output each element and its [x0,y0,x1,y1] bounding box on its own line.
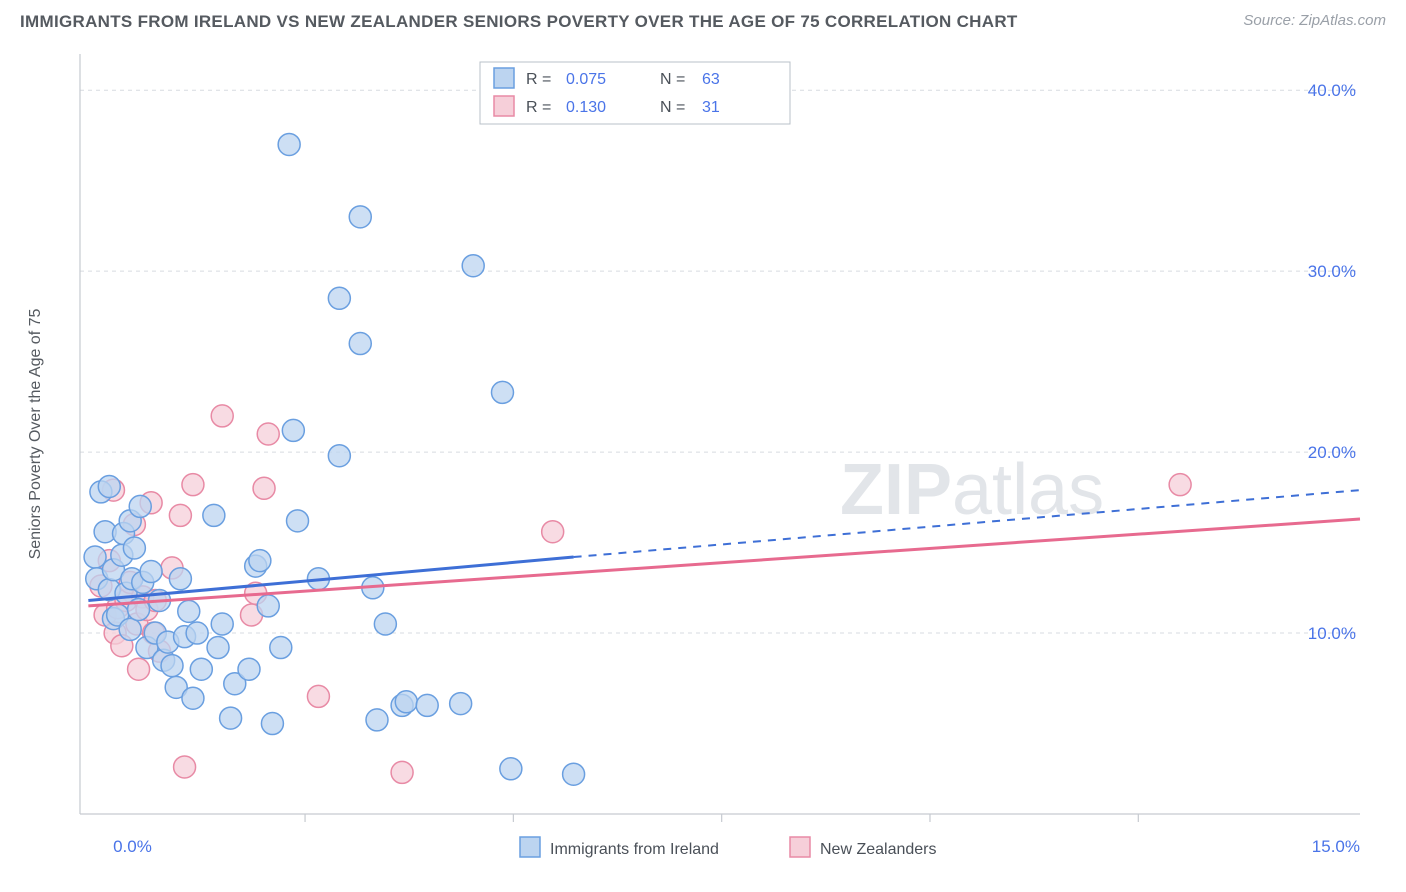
data-point-newzealand [182,474,204,496]
x-tick-label: 0.0% [113,837,152,856]
stat-r-value-newzealand: 0.130 [566,99,606,116]
data-point-newzealand [253,477,275,499]
bottom-legend-label-newzealand: New Zealanders [820,841,937,858]
data-point-newzealand [257,423,279,445]
data-point-newzealand [174,756,196,778]
data-point-ireland [123,537,145,559]
stat-n-value-ireland: 63 [702,71,720,88]
stat-n-value-newzealand: 31 [702,99,720,116]
data-point-ireland [190,658,212,680]
page-title: IMMIGRANTS FROM IRELAND VS NEW ZEALANDER… [20,12,1018,32]
data-point-ireland [270,637,292,659]
data-point-newzealand [169,504,191,526]
data-point-ireland [349,206,371,228]
source-attribution: Source: ZipAtlas.com [1243,12,1386,29]
data-point-ireland [203,504,225,526]
data-point-ireland [161,655,183,677]
bottom-legend-swatch-newzealand [790,837,810,857]
stat-r-label: R = [526,99,551,116]
trendline-newzealand [88,519,1360,606]
source-link[interactable]: ZipAtlas.com [1299,12,1386,29]
data-point-ireland [178,600,200,622]
data-point-newzealand [542,521,564,543]
correlation-chart: ZIPatlas 10.0% 20.0% 30.0% 40.0% 0.0% 15.0% Sen… [20,44,1386,880]
x-tick-label: 15.0% [1312,837,1360,856]
data-point-ireland [462,255,484,277]
data-point-ireland [282,419,304,441]
data-point-ireland [328,287,350,309]
data-point-ireland [374,613,396,635]
stat-n-label: N = [660,99,685,116]
stat-r-value-ireland: 0.075 [566,71,606,88]
y-tick-label: 10.0% [1308,624,1356,643]
data-point-ireland [238,658,260,680]
data-point-ireland [129,495,151,517]
y-axis-label: Seniors Poverty Over the Age of 75 [27,309,44,560]
y-tick-label: 20.0% [1308,443,1356,462]
data-point-ireland [395,691,417,713]
bottom-legend-label-ireland: Immigrants from Ireland [550,841,719,858]
data-point-ireland [211,613,233,635]
data-point-newzealand [391,761,413,783]
data-point-ireland [207,637,229,659]
data-point-ireland [84,546,106,568]
data-point-ireland [491,381,513,403]
data-point-ireland [140,561,162,583]
data-point-newzealand [211,405,233,427]
y-tick-label: 30.0% [1308,262,1356,281]
bottom-legend-swatch-ireland [520,837,540,857]
data-point-ireland [287,510,309,532]
data-point-ireland [500,758,522,780]
data-point-newzealand [307,685,329,707]
y-tick-label: 40.0% [1308,81,1356,100]
data-point-ireland [98,475,120,497]
stat-n-label: N = [660,71,685,88]
watermark: ZIPatlas [840,450,1104,530]
data-point-ireland [278,133,300,155]
chart-svg: ZIPatlas 10.0% 20.0% 30.0% 40.0% 0.0% 15.0% Sen… [20,44,1386,880]
stat-r-label: R = [526,71,551,88]
data-point-ireland [186,622,208,644]
data-point-ireland [349,333,371,355]
data-point-ireland [169,568,191,590]
data-point-newzealand [128,658,150,680]
data-point-ireland [366,709,388,731]
data-point-ireland [563,763,585,785]
data-point-ireland [450,693,472,715]
data-point-ireland [416,694,438,716]
legend-swatch-newzealand [494,96,514,116]
legend-swatch-ireland [494,68,514,88]
data-point-ireland [249,550,271,572]
source-prefix: Source: [1243,12,1299,29]
data-point-ireland [257,595,279,617]
data-point-ireland [182,687,204,709]
data-point-newzealand [1169,474,1191,496]
data-point-ireland [328,445,350,467]
data-point-ireland [220,707,242,729]
data-point-ireland [261,713,283,735]
data-point-ireland [119,618,141,640]
